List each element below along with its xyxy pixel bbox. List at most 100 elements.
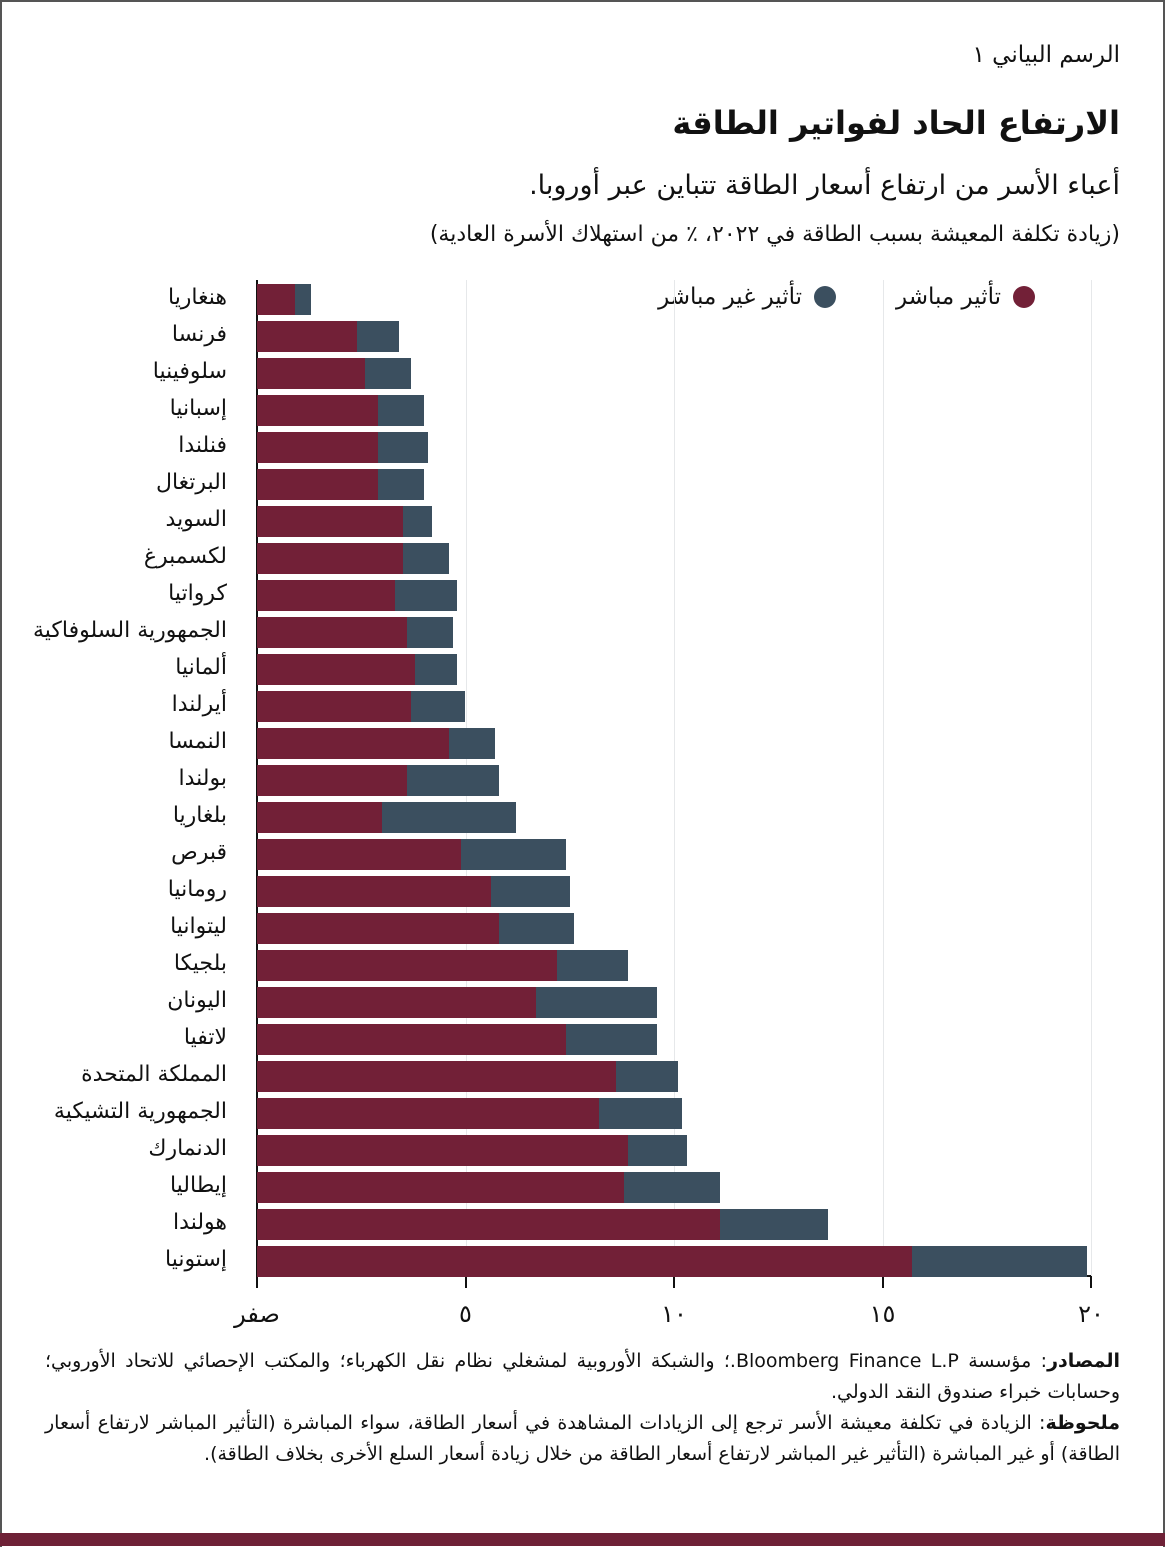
x-tick-label: ١٥ [869, 1300, 896, 1328]
bar-direct [257, 543, 403, 574]
category-label: رومانيا [167, 877, 227, 902]
bar-row [257, 987, 658, 1018]
gridline [674, 280, 675, 1276]
bar-row [257, 839, 566, 870]
bar-direct [257, 728, 449, 759]
sources-text: : مؤسسة Bloomberg Finance L.P.؛ والشبكة … [45, 1350, 1120, 1403]
note-label: ملحوظة [1045, 1412, 1120, 1434]
category-label: فنلندا [178, 433, 227, 458]
category-label: هولندا [173, 1210, 227, 1235]
category-label: السويد [165, 507, 227, 532]
bar-row [257, 1246, 1087, 1277]
bar-direct [257, 913, 499, 944]
bar-row [257, 950, 629, 981]
bar-direct [257, 1061, 616, 1092]
bar-indirect [598, 1098, 683, 1129]
bar-indirect [719, 1209, 829, 1240]
legend-item-indirect: تأثير غير مباشر [658, 284, 837, 310]
x-tick [1090, 1276, 1092, 1288]
x-tick [881, 1276, 884, 1288]
bar-row [257, 580, 458, 611]
x-tick-label: ١٠ [661, 1300, 687, 1328]
bar-indirect [911, 1246, 1087, 1277]
category-label: هنغاريا [167, 285, 227, 310]
bar-indirect [402, 543, 449, 574]
category-label: إسبانيا [169, 396, 227, 421]
bar-direct [257, 617, 408, 648]
category-label: لاتفيا [183, 1025, 227, 1050]
category-label: الجمهورية السلوفاكية [33, 618, 227, 643]
category-label: البرتغال [155, 470, 227, 495]
bar-direct [257, 395, 378, 426]
bar-row [257, 654, 458, 685]
sources-note: المصادر: مؤسسة Bloomberg Finance L.P.؛ و… [45, 1346, 1120, 1408]
category-label: ليتوانيا [170, 914, 227, 939]
category-label: قبرص [171, 840, 227, 865]
bar-direct [257, 469, 378, 500]
indirect-dot-icon [814, 286, 837, 308]
direct-dot-icon [1013, 286, 1035, 308]
x-tick-label: ٥ [459, 1300, 472, 1328]
bar-direct [257, 358, 366, 389]
category-label: بلغاريا [172, 803, 227, 828]
bar-row [257, 284, 312, 315]
bar-indirect [623, 1172, 720, 1203]
bar-row [257, 432, 428, 463]
legend: تأثير مباشر تأثير غير مباشر [658, 284, 1035, 310]
bar-direct [257, 802, 383, 833]
bar-indirect [377, 395, 424, 426]
bar-row [257, 1024, 658, 1055]
bar-row [257, 876, 570, 907]
bar-row [257, 395, 424, 426]
bar-direct [257, 691, 412, 722]
bar-row [257, 802, 516, 833]
category-label: فرنسا [171, 322, 227, 347]
note-text: : الزيادة في تكلفة معيشة الأسر ترجع إلى … [45, 1412, 1120, 1465]
bar-row [257, 1061, 679, 1092]
bar-indirect [557, 950, 629, 981]
category-label: ألمانيا [175, 655, 227, 680]
bar-row [257, 1172, 720, 1203]
x-tick [673, 1276, 675, 1288]
bar-direct [257, 1098, 599, 1129]
bar-row [257, 506, 433, 537]
legend-item-direct: تأثير مباشر [896, 284, 1035, 310]
bar-row [257, 358, 412, 389]
category-label: سلوفينيا [152, 359, 227, 384]
bar-row [257, 691, 466, 722]
bar-direct [257, 506, 403, 537]
sources-label: المصادر [1047, 1350, 1120, 1372]
chart-units: (زيادة تكلفة المعيشة بسبب الطاقة في ٢٠٢٢… [429, 222, 1120, 247]
bar-indirect [394, 580, 458, 611]
chart-subtitle: أعباء الأسر من ارتفاع أسعار الطاقة تتباي… [529, 170, 1120, 201]
x-tick [464, 1276, 467, 1288]
category-label: المملكة المتحدة [81, 1062, 227, 1087]
bar-direct [257, 1024, 566, 1055]
bar-row [257, 765, 499, 796]
bar-row [257, 469, 424, 500]
bar-direct [257, 1209, 720, 1240]
bar-indirect [382, 802, 516, 833]
bar-direct [257, 1172, 624, 1203]
category-label: اليونان [167, 988, 227, 1013]
bar-direct [257, 950, 558, 981]
bar-indirect [536, 987, 658, 1018]
bar-indirect [402, 506, 433, 537]
bar-direct [257, 876, 491, 907]
bar-indirect [294, 284, 312, 315]
category-label: بولندا [178, 766, 228, 791]
bar-indirect [448, 728, 495, 759]
category-label: أيرلندا [171, 692, 227, 717]
bar-row [257, 1209, 829, 1240]
category-label: كرواتيا [168, 581, 227, 606]
bottom-accent-bar [0, 1533, 1165, 1546]
category-label: لكسمبرغ [143, 544, 227, 569]
bar-indirect [498, 913, 574, 944]
bar-indirect [490, 876, 570, 907]
bar-direct [257, 839, 462, 870]
figure-label: الرسم البياني ١ [972, 42, 1120, 68]
bar-indirect [411, 691, 466, 722]
bar-row [257, 728, 495, 759]
category-label: النمسا [168, 729, 227, 754]
bar-direct [257, 654, 416, 685]
